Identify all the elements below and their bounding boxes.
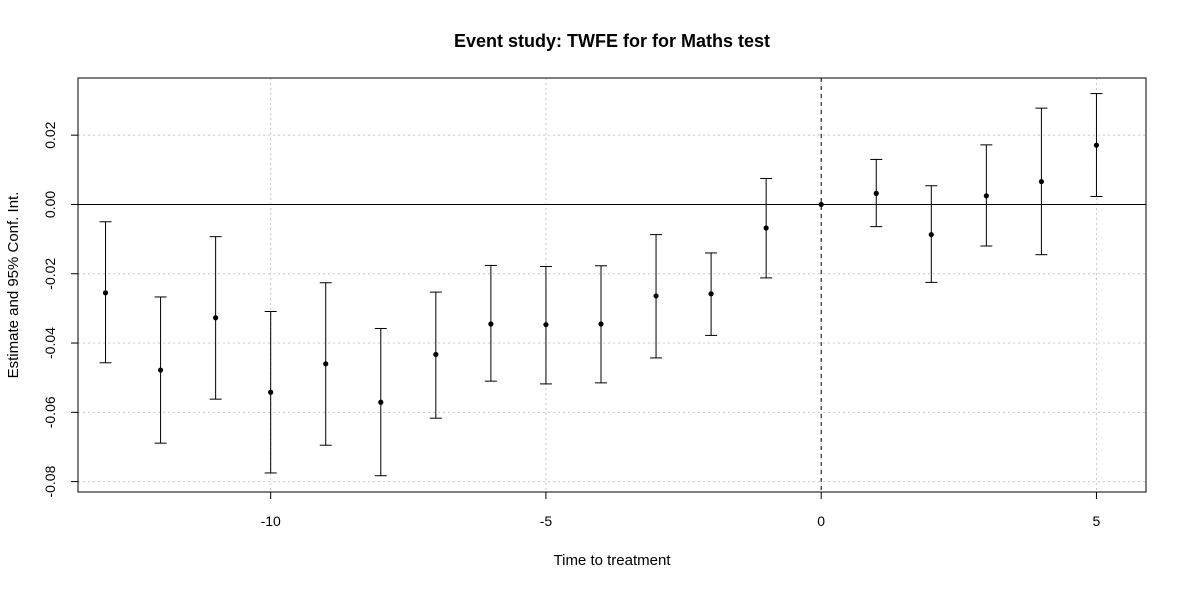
- estimate-point: [543, 322, 549, 328]
- estimate-point: [873, 190, 879, 196]
- y-tick-label: 0.02: [42, 121, 58, 148]
- x-tick-label: 0: [817, 513, 825, 529]
- estimate-point: [433, 351, 439, 358]
- estimate-point: [1093, 142, 1100, 148]
- x-tick-label: -5: [540, 513, 553, 529]
- estimate-point: [213, 315, 219, 321]
- y-tick-label: -0.02: [42, 258, 58, 290]
- reference-lines: [78, 78, 1146, 492]
- x-tick-label: 5: [1093, 513, 1101, 529]
- estimate-point: [488, 321, 494, 327]
- estimate-point: [1038, 178, 1045, 185]
- estimate-point: [268, 389, 274, 395]
- y-tick-label: -0.04: [42, 327, 58, 359]
- estimate-point: [323, 361, 329, 367]
- y-tick-label: 0.00: [42, 191, 58, 218]
- plot-frame: [77, 77, 1147, 493]
- data-layer: [99, 93, 1103, 477]
- estimate-point: [983, 193, 989, 199]
- chart-title: Event study: TWFE for for Maths test: [454, 31, 770, 51]
- estimate-point: [653, 293, 659, 299]
- estimate-point: [378, 399, 384, 405]
- estimate-point: [598, 321, 604, 327]
- y-tick-label: -0.06: [42, 396, 58, 428]
- estimate-point: [928, 231, 934, 238]
- axes: -10 -5 0 5 -0.08 -0.06 -0.04 -0.02 0.00 0.02: [42, 121, 1101, 529]
- estimate-point: [157, 367, 164, 373]
- estimate-point: [763, 225, 769, 231]
- grid: [78, 78, 1146, 492]
- y-axis-label: Estimate and 95% Conf. Int.: [5, 192, 22, 379]
- estimate-point: [102, 290, 109, 296]
- estimate-point: [818, 201, 824, 208]
- y-tick-label: -0.08: [42, 465, 58, 497]
- estimate-point: [708, 291, 714, 297]
- x-tick-label: -10: [261, 513, 281, 529]
- x-axis-label: Time to treatment: [554, 552, 672, 569]
